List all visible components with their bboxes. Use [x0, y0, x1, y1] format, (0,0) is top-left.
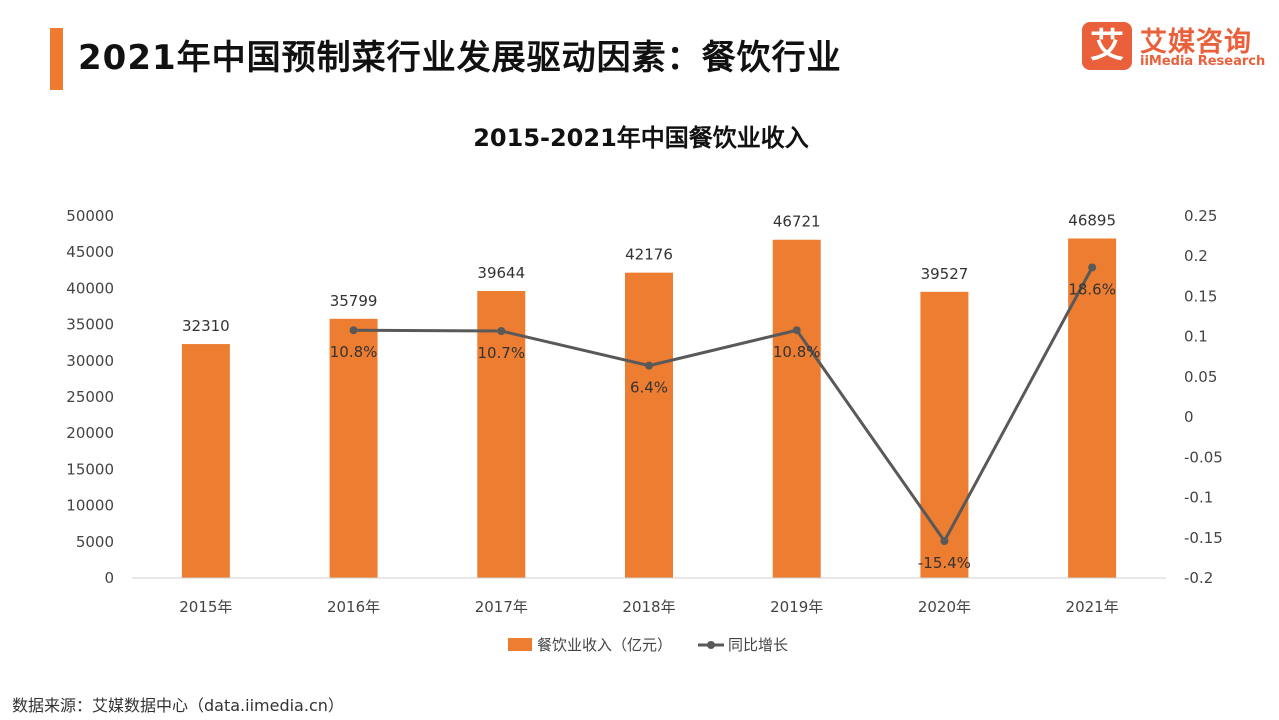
bar-value-label: 46895 [1068, 211, 1116, 229]
growth-point [349, 326, 358, 335]
y2-tick-label: 0.15 [1184, 287, 1217, 305]
x-tick-label: 2019年 [770, 598, 823, 616]
y-tick-label: 30000 [66, 352, 114, 370]
data-source-note: 数据来源：艾媒数据中心（data.iimedia.cn） [12, 696, 344, 715]
growth-value-label: 10.8% [330, 343, 378, 361]
bar-value-label: 39644 [477, 264, 525, 282]
x-tick-label: 2018年 [622, 598, 675, 616]
legend-bar-label: 餐饮业收入（亿元） [537, 636, 672, 654]
growth-point [1088, 263, 1097, 272]
bar-value-label: 32310 [182, 317, 230, 335]
legend-bar-swatch [508, 638, 532, 651]
growth-point [940, 536, 949, 545]
y2-tick-label: 0 [1184, 408, 1194, 426]
y2-tick-label: -0.2 [1184, 569, 1213, 587]
y-tick-label: 25000 [66, 388, 114, 406]
bar-value-label: 35799 [330, 292, 378, 310]
y-tick-label: 20000 [66, 424, 114, 442]
y-tick-label: 40000 [66, 279, 114, 297]
bar [181, 344, 230, 578]
growth-line [353, 266, 1094, 543]
growth-value-label: 10.8% [773, 343, 821, 361]
bar-value-label: 46721 [773, 213, 821, 231]
growth-point [497, 327, 506, 336]
title-accent-bar [50, 28, 63, 90]
y2-tick-label: 0.1 [1184, 328, 1208, 346]
growth-value-label: 6.4% [630, 379, 668, 397]
growth-value-label: 18.6% [1068, 280, 1116, 298]
bar [920, 291, 969, 578]
brand-logo: 艾 艾媒咨询 iiMedia Research [1082, 22, 1272, 72]
y-tick-label: 10000 [66, 497, 114, 515]
x-tick-label: 2015年 [179, 598, 232, 616]
chart-title: 2015-2021年中国餐饮业收入 [473, 124, 809, 152]
bar [625, 272, 673, 578]
bar [772, 239, 821, 578]
growth-value-label: 10.7% [477, 344, 525, 362]
y2-tick-label: -0.15 [1184, 529, 1223, 547]
y2-tick-label: 0.2 [1184, 247, 1208, 265]
growth-point [645, 361, 653, 370]
bar [329, 318, 378, 578]
y2-tick-label: -0.1 [1184, 489, 1213, 507]
y-tick-label: 50000 [66, 207, 114, 225]
legend-line-marker [707, 641, 715, 649]
y-tick-label: 5000 [76, 533, 114, 551]
x-tick-label: 2021年 [1066, 598, 1119, 616]
bar-value-label: 42176 [625, 246, 673, 264]
iimedia-logo-icon: 艾 [1082, 22, 1132, 70]
y2-tick-label: 0.05 [1184, 368, 1217, 386]
y-tick-label: 35000 [66, 316, 114, 334]
bar-value-label: 39527 [921, 265, 969, 283]
growth-value-label: -15.4% [918, 554, 971, 572]
logo-subtitle: iiMedia Research [1140, 54, 1266, 69]
page-title: 2021年中国预制菜行业发展驱动因素：餐饮行业 [78, 38, 842, 78]
y2-tick-label: 0.25 [1184, 207, 1217, 225]
logo-name: 艾媒咨询 [1140, 27, 1252, 58]
y-tick-label: 15000 [66, 460, 114, 478]
y-tick-label: 0 [104, 569, 114, 587]
x-tick-label: 2020年 [918, 598, 971, 616]
y-tick-label: 45000 [66, 243, 114, 261]
growth-point [792, 326, 801, 335]
y2-tick-label: -0.05 [1184, 448, 1223, 466]
x-tick-label: 2016年 [327, 598, 380, 616]
legend-line-label: 同比增长 [728, 636, 788, 654]
x-tick-label: 2017年 [475, 598, 528, 616]
bar [477, 290, 526, 578]
